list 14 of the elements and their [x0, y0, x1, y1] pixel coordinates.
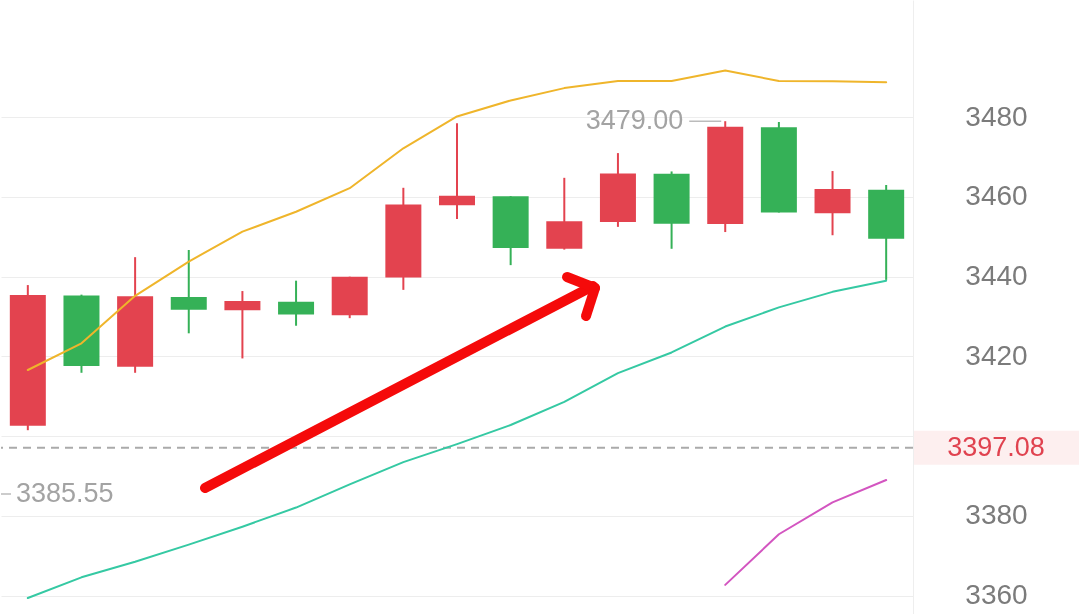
- ref-line-label: 3397.08: [947, 431, 1045, 462]
- y-tick-label: 3380: [965, 499, 1028, 531]
- annotation: 3385.55: [16, 478, 114, 508]
- candlestick: [170, 248, 207, 335]
- candlestick: [224, 290, 261, 360]
- y-tick-label: 3480: [965, 100, 1028, 132]
- y-tick-label: 3440: [965, 260, 1028, 292]
- y-tick-label: 3360: [965, 579, 1028, 611]
- line-series: [26, 69, 888, 371]
- y-tick-label: 3420: [965, 339, 1028, 371]
- line-series: [724, 479, 888, 586]
- candlestick: [439, 122, 475, 220]
- annotation: 3479.00: [585, 105, 684, 136]
- y-tick-label: 3460: [965, 180, 1028, 212]
